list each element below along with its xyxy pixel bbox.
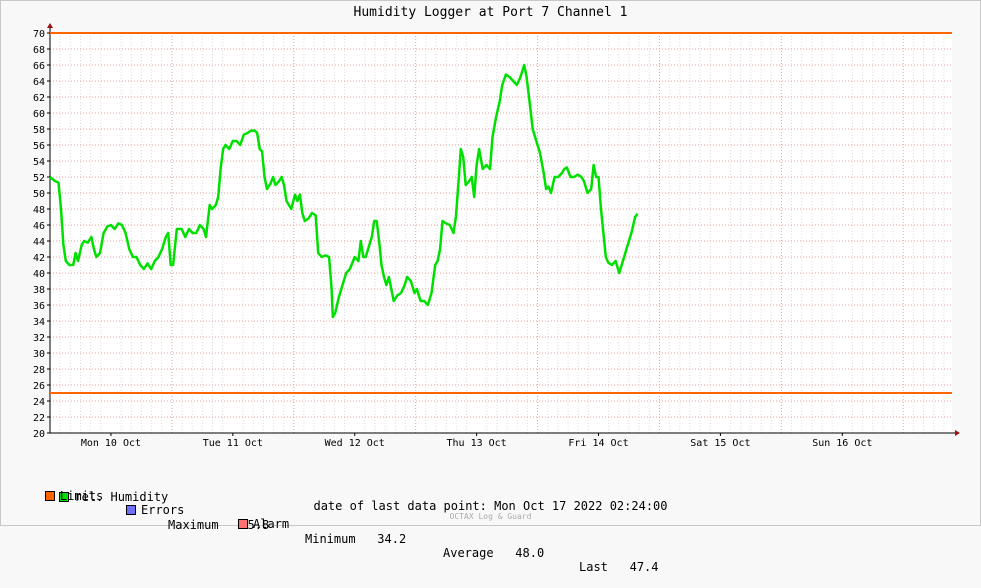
errors-legend-label: Errors	[141, 503, 185, 517]
x-tick-label: Tue 11 Oct	[203, 438, 263, 449]
limits-swatch	[44, 491, 55, 501]
stat-last: Last 47.4	[579, 560, 699, 574]
y-tick-label: 40	[33, 269, 45, 280]
y-tick-label: 34	[33, 317, 45, 328]
stat-minimum: Minimum 34.2	[305, 532, 455, 546]
avg-label: Average	[443, 546, 494, 560]
y-tick-label: 54	[33, 157, 45, 168]
legend-item-limits: Limits	[44, 489, 104, 503]
y-tick-label: 68	[33, 45, 45, 56]
legend-item-errors: Errors	[126, 503, 184, 517]
y-tick-label: 60	[33, 109, 45, 120]
y-tick-label: 62	[33, 93, 45, 104]
legend-item-humidity: rel. Humidity	[16, 490, 168, 518]
plot-area: 20 22 24 26 28 30 32 34 36 38 40 42 44 46 48 50 52 54 56 58…	[0, 0, 981, 526]
y-axis-arrow	[47, 23, 53, 28]
x-tick-label: Mon 10 Oct	[81, 438, 141, 449]
y-tick-label: 70	[33, 29, 45, 40]
y-tick-label: 26	[33, 381, 45, 392]
y-tick-label: 20	[33, 429, 45, 440]
y-tick-label: 52	[33, 173, 45, 184]
errors-swatch	[126, 505, 136, 515]
y-tick-label: 48	[33, 205, 45, 216]
y-tick-label: 24	[33, 397, 45, 408]
humidity-series-line	[49, 63, 639, 319]
x-tick-label: Sun 16 Oct	[812, 438, 872, 449]
y-tick-label: 28	[33, 365, 45, 376]
credit-watermark: OCTAX Log & Guard	[449, 512, 532, 521]
y-tick-label: 56	[33, 141, 45, 152]
y-tick-label: 36	[33, 301, 45, 312]
y-tick-label: 50	[33, 189, 45, 200]
y-tick-label: 64	[33, 77, 45, 88]
last-data-point: date of last data point: Mon Oct 17 2022…	[313, 499, 668, 513]
last-label: Last	[579, 560, 608, 574]
y-tick-label: 22	[33, 413, 45, 424]
y-tick-label: 66	[33, 61, 45, 72]
y-tick-label: 38	[33, 285, 45, 296]
x-tick-label: Wed 12 Oct	[325, 438, 385, 449]
stat-average: Average 48.0	[443, 546, 593, 560]
y-tick-label: 46	[33, 221, 45, 232]
y-tick-label: 32	[33, 333, 45, 344]
avg-value: 48.0	[515, 546, 545, 560]
chart-title: Humidity Logger at Port 7 Channel 1	[353, 5, 628, 20]
x-tick-label: Fri 14 Oct	[568, 438, 628, 449]
humidity-swatch	[59, 492, 70, 502]
y-tick-label: 58	[33, 125, 45, 136]
y-tick-label: 30	[33, 349, 45, 360]
y-tick-label: 44	[33, 237, 45, 248]
last-value: 47.4	[629, 560, 659, 574]
x-tick-label: Thu 13 Oct	[447, 438, 507, 449]
chart-figure: Humidity Logger at Port 7 Channel 1 20 22…	[0, 0, 981, 574]
x-tick-label: Sat 15 Oct	[690, 438, 750, 449]
y-tick-label: 42	[33, 253, 45, 264]
x-axis-arrow	[955, 430, 960, 436]
min-label: Minimum	[305, 532, 356, 546]
min-value: 34.2	[377, 532, 407, 546]
humidity-legend-label: rel. Humidity	[74, 490, 169, 504]
limits-legend-label: Limits	[59, 489, 104, 503]
